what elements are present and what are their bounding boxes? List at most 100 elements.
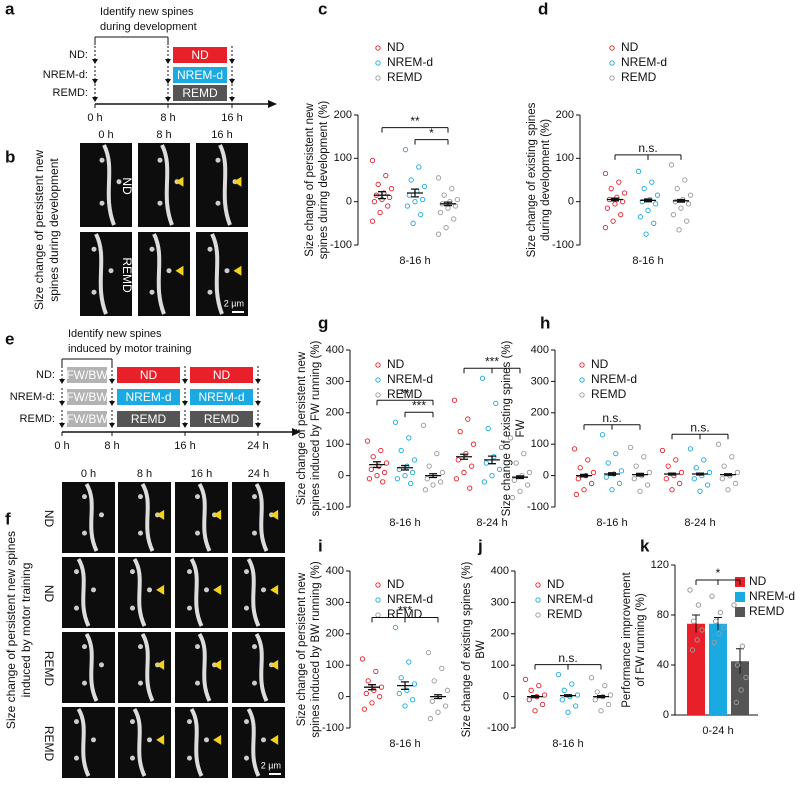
data-point	[526, 469, 533, 476]
data-point	[588, 675, 595, 681]
data-point	[674, 186, 680, 192]
data-point	[426, 463, 432, 469]
data-point	[521, 450, 527, 457]
y-axis-label: of FW running (%)	[635, 593, 647, 686]
panel-label: f	[5, 509, 11, 528]
data-point	[643, 231, 649, 237]
legend-marker	[375, 362, 381, 368]
legend-marker	[579, 362, 585, 368]
data-point	[565, 709, 571, 715]
data-point	[652, 201, 659, 207]
spine	[91, 587, 96, 593]
data-point	[651, 220, 657, 226]
data-point	[430, 482, 436, 488]
data-point	[453, 476, 460, 482]
dendrite	[254, 632, 269, 702]
data-point	[712, 618, 719, 624]
mean-sem	[593, 695, 609, 699]
data-point	[654, 192, 661, 198]
data-point	[509, 494, 516, 501]
data-point	[581, 487, 587, 493]
mean-sem	[397, 681, 413, 691]
time-label: 8 h	[137, 468, 152, 480]
legend-swatch	[735, 607, 745, 617]
spine	[130, 719, 135, 725]
arrow-head	[165, 79, 171, 84]
data-point	[665, 463, 671, 469]
data-point	[427, 715, 434, 722]
data-point	[461, 469, 467, 476]
condition-box	[190, 411, 253, 427]
condition-label: REMD	[182, 86, 218, 100]
legend-marker	[535, 582, 541, 588]
row-label: ND	[120, 177, 134, 195]
row-label: ND:	[69, 49, 88, 61]
panel-label: h	[540, 313, 550, 332]
data-point	[734, 469, 741, 476]
significance-label: n.s.	[690, 420, 709, 434]
legend-marker	[609, 60, 615, 66]
panel-label: k	[640, 536, 650, 555]
spine	[157, 200, 163, 206]
mean-sem	[397, 464, 413, 471]
x-tick-label: 8-16 h	[389, 738, 420, 750]
data-point	[687, 446, 694, 452]
data-point	[669, 487, 675, 493]
data-point	[645, 207, 651, 213]
schematic-title: during development	[100, 21, 197, 33]
schematic-title: induced by motor training	[68, 343, 192, 355]
data-point	[691, 476, 697, 482]
data-point	[422, 487, 429, 493]
condition-box	[117, 389, 180, 405]
y-tick-label: 80	[657, 609, 669, 621]
data-point	[594, 689, 600, 695]
data-point	[418, 212, 424, 218]
row-label: NREM-d:	[43, 69, 88, 81]
y-tick-label: 300	[531, 375, 549, 387]
arrow-head	[92, 59, 98, 64]
y-tick-label: 40	[657, 659, 669, 671]
arrow-head	[109, 423, 115, 428]
y-axis-label: Size change of persistent new	[304, 103, 316, 257]
data-point	[408, 480, 414, 487]
data-point	[369, 218, 376, 224]
data-point	[439, 469, 446, 476]
data-point	[602, 225, 609, 231]
dendrite	[160, 144, 174, 226]
data-point	[425, 649, 432, 656]
data-point	[363, 690, 369, 697]
y-axis-label: spines induced by FW running (%)	[310, 340, 322, 516]
arrowhead-marker	[156, 734, 165, 745]
dendrite	[254, 482, 269, 552]
panel-label: g	[318, 313, 328, 332]
data-point	[410, 220, 416, 226]
significance-label: *	[716, 566, 721, 580]
micrograph	[80, 143, 132, 227]
data-point	[577, 465, 583, 471]
data-point	[603, 474, 609, 480]
data-point	[678, 469, 685, 476]
y-tick-label: 0	[338, 470, 344, 482]
arrowhead-marker	[156, 509, 165, 520]
data-point	[402, 703, 408, 709]
spine	[261, 737, 266, 743]
x-tick-label: 8-16 h	[399, 255, 430, 267]
y-tick-label: 400	[491, 565, 509, 577]
time-label: 16 h	[174, 440, 195, 452]
data-point	[396, 690, 402, 697]
legend-label: ND	[387, 357, 405, 371]
spine	[215, 157, 221, 163]
data-point	[451, 397, 458, 403]
row-label: ND	[42, 585, 56, 603]
legend-label: ND	[749, 574, 767, 588]
arrowhead-marker	[213, 509, 222, 520]
arrowhead-marker	[175, 265, 184, 276]
data-point	[733, 699, 740, 706]
y-tick-label: 100	[491, 659, 509, 671]
data-point	[451, 216, 457, 222]
bar	[687, 623, 705, 715]
mean-sem	[527, 695, 543, 699]
mean-sem	[430, 694, 446, 700]
data-point	[498, 444, 505, 450]
